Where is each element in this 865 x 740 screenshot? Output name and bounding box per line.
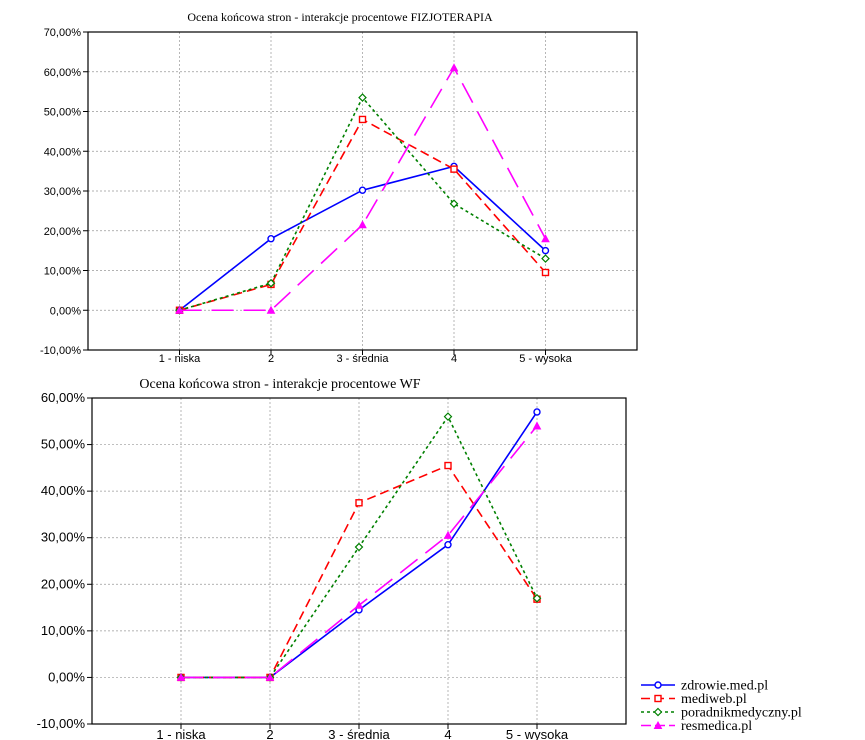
x-tick-label: 5 - wysoka (519, 353, 572, 365)
y-tick-label: 60,00% (41, 390, 86, 405)
data-point (355, 499, 363, 507)
x-tick-label: 4 (444, 727, 451, 740)
data-point (533, 408, 541, 416)
data-point (449, 199, 459, 209)
series-resmedica-pl (175, 63, 550, 314)
data-point (541, 246, 550, 255)
series-resmedica-pl (176, 421, 542, 681)
y-tick-label: 30,00% (44, 186, 82, 198)
data-point (443, 412, 453, 421)
y-tick-label: 50,00% (44, 107, 82, 119)
x-tick-label: 2 (266, 727, 273, 740)
chart-2-title: Ocena końcowa stron - interakcje procent… (139, 377, 420, 392)
data-point (266, 305, 276, 314)
legend-label: resmedica.pl (681, 719, 752, 734)
data-point (266, 278, 276, 288)
y-tick-label: 10,00% (41, 623, 86, 638)
legend-item: mediweb.pl (641, 692, 747, 707)
y-tick-label: 70,00% (44, 27, 82, 39)
x-tick-label: 4 (451, 353, 457, 365)
data-point (265, 672, 275, 681)
y-tick-label: 30,00% (41, 530, 86, 545)
data-point (176, 672, 186, 681)
data-point (532, 593, 542, 603)
legend-label: poradnikmedyczny.pl (681, 706, 802, 721)
legend-item: zdrowie.med.pl (641, 679, 768, 694)
y-tick-label: 0,00% (50, 305, 81, 317)
y-tick-label: 20,00% (44, 226, 82, 238)
data-point (354, 600, 364, 609)
chart-1: -10,00% 0,00% 10,00% 20,00% 30,00% 40,00% 50,0… (40, 27, 638, 365)
chart-2-legend: zdrowie.med.plmediweb.plporadnikmedyczny… (641, 679, 802, 734)
y-tick-label: 0,00% (48, 669, 85, 684)
legend-item: resmedica.pl (641, 719, 752, 734)
data-point (358, 115, 367, 124)
data-point (444, 541, 452, 549)
data-point (449, 63, 459, 72)
data-point (443, 530, 453, 539)
legend-label: zdrowie.med.pl (681, 679, 768, 694)
data-point (541, 234, 550, 243)
x-tick-label: 1 - niska (159, 353, 201, 365)
data-point (444, 461, 452, 470)
data-point (358, 220, 367, 229)
data-point (450, 165, 458, 173)
y-tick-label: 10,00% (44, 266, 82, 278)
data-point (358, 93, 367, 102)
data-point (532, 421, 542, 430)
x-tick-label: 1 - niska (156, 727, 206, 740)
chart-2: -10,00% 0,00% 10,00% 20,00% 30,00% 40,00% 50,0… (37, 390, 627, 740)
y-tick-label: -10,00% (37, 716, 86, 731)
data-point (175, 305, 184, 314)
y-tick-label: 20,00% (41, 576, 86, 591)
y-tick-label: -10,00% (40, 345, 81, 357)
legend-item: poradnikmedyczny.pl (641, 706, 802, 721)
legend-marker (653, 707, 663, 717)
x-tick-label: 5 - wysoka (506, 727, 569, 740)
x-tick-label: 3 - średnia (328, 727, 390, 740)
series-poradnikmedyczny-pl (176, 412, 542, 682)
legend-marker (654, 681, 662, 689)
data-point (358, 186, 367, 194)
data-point (541, 254, 550, 263)
legend-label: mediweb.pl (681, 692, 747, 707)
data-point (541, 268, 550, 277)
series-line (179, 66, 547, 312)
legend-marker (653, 720, 663, 729)
y-tick-label: 60,00% (44, 67, 82, 79)
x-tick-label: 2 (268, 353, 274, 365)
y-tick-label: 40,00% (41, 483, 86, 498)
data-point (267, 234, 275, 243)
y-tick-label: 40,00% (44, 146, 82, 158)
legend-marker (654, 694, 662, 703)
chart-1-title: Ocena końcowa stron - interakcje procent… (187, 10, 493, 24)
x-tick-label: 3 - średnia (337, 353, 390, 365)
data-point (354, 542, 364, 552)
y-tick-label: 50,00% (41, 437, 86, 452)
